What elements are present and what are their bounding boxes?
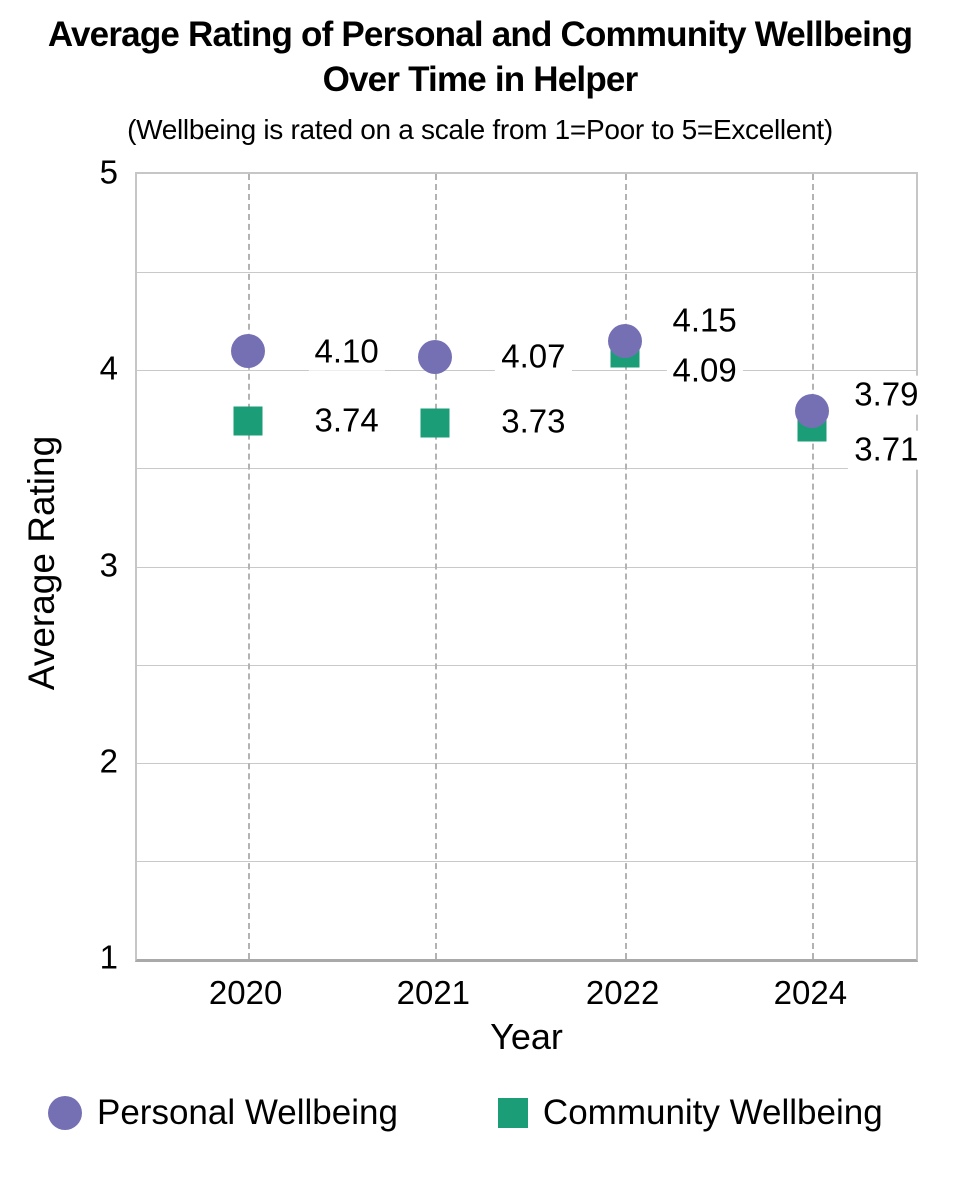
- legend-square-swatch: [497, 1098, 528, 1128]
- legend-circle-swatch: [48, 1096, 82, 1130]
- data-point-label: 4.09: [666, 351, 743, 390]
- legend-label: Personal Wellbeing: [97, 1093, 398, 1132]
- plot-area: 4.10 4.07 4.15 3.79 3.74 3.73 4.09 3.71: [135, 172, 925, 962]
- data-point-label: 3.79: [848, 376, 925, 415]
- y-tick-label: 2: [99, 742, 118, 780]
- data-point-square: [420, 408, 450, 438]
- data-point-square: [233, 406, 263, 436]
- data-point-circle: [418, 339, 453, 374]
- v-gridline: [624, 174, 627, 959]
- chart-title-line1: Average Rating of Personal and Community…: [47, 15, 913, 54]
- x-tick-label: 2020: [208, 974, 283, 1011]
- data-point-circle: [795, 394, 830, 429]
- data-point-circle: [607, 323, 642, 358]
- v-gridline: [435, 174, 438, 959]
- h-gridline: [137, 664, 916, 666]
- x-axis-title: Year: [490, 1016, 563, 1057]
- y-tick-label: 1: [99, 938, 118, 976]
- h-gridline: [137, 762, 916, 764]
- h-gridline: [137, 566, 916, 568]
- chart-title-line2: Over Time in Helper: [322, 60, 639, 99]
- data-point-label: 4.10: [308, 332, 385, 371]
- data-point-circle: [230, 333, 265, 368]
- v-gridline: [247, 174, 250, 959]
- x-tick-label: 2021: [396, 974, 471, 1011]
- h-gridline: [137, 468, 916, 470]
- x-tick-label: 2022: [585, 974, 660, 1011]
- h-gridline: [137, 860, 916, 862]
- x-tick-label: 2024: [773, 974, 848, 1011]
- data-point-label: 3.71: [848, 430, 925, 470]
- legend-label: Community Wellbeing: [542, 1093, 883, 1132]
- data-point-label: 3.73: [495, 402, 572, 442]
- legend-item: Community Wellbeing: [497, 1093, 883, 1133]
- data-point-label: 3.74: [308, 401, 385, 441]
- h-gridline: [137, 272, 916, 274]
- y-tick-label: 3: [99, 546, 118, 583]
- y-tick-label: 4: [99, 349, 118, 387]
- legend: Personal Wellbeing Community Wellbeing: [48, 1093, 883, 1133]
- data-point-label: 4.07: [495, 337, 572, 376]
- data-point-label: 4.15: [666, 301, 743, 341]
- y-tick-label: 5: [99, 153, 118, 191]
- chart-subtitle: (Wellbeing is rated on a scale from 1=Po…: [127, 114, 833, 145]
- legend-item: Personal Wellbeing: [48, 1093, 398, 1133]
- v-gridline: [812, 174, 815, 959]
- chart-title: Average Rating of Personal and Community…: [0, 12, 960, 102]
